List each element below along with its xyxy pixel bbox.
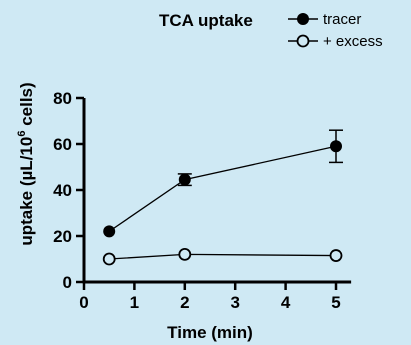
y-axis-title: uptake (µL/106 cells) <box>16 82 36 245</box>
y-tick-label: 40 <box>53 181 72 200</box>
y-axis-title-mu: µ <box>17 171 36 181</box>
y-tick-label: 20 <box>53 227 72 246</box>
series-excess <box>102 247 343 266</box>
data-point <box>178 173 191 186</box>
data-point <box>329 249 343 262</box>
chart-title: TCA uptake <box>159 11 253 30</box>
y-ticks: 0 20 40 60 80 <box>53 89 84 292</box>
y-axis-title-sup: 6 <box>16 131 28 137</box>
data-point <box>103 225 116 238</box>
data-point <box>102 252 116 266</box>
y-axis-title-prefix: uptake ( <box>17 180 36 246</box>
legend-label: tracer <box>323 11 361 28</box>
legend-marker <box>297 13 309 25</box>
legend: tracer + excess <box>288 11 383 50</box>
y-tick-label: 80 <box>53 89 72 108</box>
x-tick-label: 3 <box>230 293 239 312</box>
series-tracer <box>103 129 343 238</box>
legend-item-tracer: tracer <box>288 11 361 28</box>
series-layer <box>102 129 343 266</box>
y-axis-title-mid: L/10 <box>17 137 36 171</box>
x-tick-label: 1 <box>130 293 139 312</box>
y-tick-label: 0 <box>63 273 72 292</box>
legend-item-excess: + excess <box>288 33 383 50</box>
x-tick-label: 5 <box>331 293 340 312</box>
y-tick-label: 60 <box>53 135 72 154</box>
y-axis-title-suffix: cells) <box>17 82 36 130</box>
legend-label: + excess <box>323 33 383 50</box>
data-point <box>178 247 192 261</box>
x-tick-label: 4 <box>281 293 291 312</box>
x-tick-label: 0 <box>79 293 88 312</box>
legend-marker <box>296 34 310 48</box>
x-axis-title: Time (min) <box>167 323 253 342</box>
x-ticks: 0 1 2 3 4 5 <box>79 282 341 312</box>
x-tick-label: 2 <box>180 293 189 312</box>
data-point <box>330 140 342 153</box>
